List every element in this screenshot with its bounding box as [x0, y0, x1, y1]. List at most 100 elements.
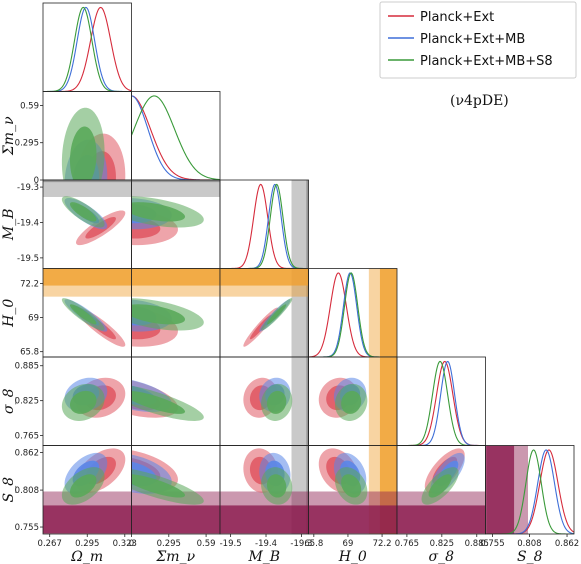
panel-s8-om — [61, 377, 126, 421]
marginal-S8-series-1 — [485, 449, 574, 534]
xtick-label-mnu: 0 — [129, 539, 134, 549]
band-mb-1sigma — [306, 445, 309, 534]
marginal-s8-series-0 — [397, 360, 486, 446]
xlabel-mnu: Σm_ν — [155, 549, 195, 564]
ytick-label-h0: 72.2 — [20, 279, 39, 289]
panel-h0-mb — [220, 268, 309, 357]
ytick-label-S8: 0.862 — [15, 448, 39, 458]
contour68-s8-mnu-series-2 — [131, 390, 185, 414]
marginal-s8-series-2 — [397, 360, 486, 446]
marginal-mb-series-2 — [220, 183, 309, 269]
panel-mb-om — [43, 180, 132, 246]
ylabel-mb: M_B — [1, 208, 17, 241]
xlabel-S8: S_8 — [517, 549, 543, 564]
legend-label-planck-ext: Planck+Ext — [420, 10, 494, 25]
panel-S8-h0 — [308, 445, 397, 534]
contour68-S8-s8-series-2 — [428, 474, 452, 498]
band-mb-1sigma — [43, 180, 132, 183]
contour68-h0-om-series-2 — [69, 304, 97, 325]
contour68-h0-mb-series-2 — [266, 304, 287, 325]
xtick-label-mb: -19.4 — [255, 539, 277, 549]
ytick-label-h0: 69 — [28, 314, 39, 324]
marginal-mb-series-1 — [220, 183, 309, 269]
marginal-mnu-series-2 — [131, 95, 220, 180]
panel-mb-mnu — [131, 180, 220, 246]
marginal-om-series-1 — [43, 6, 132, 92]
xtick-label-h0: 69 — [343, 539, 354, 549]
panel-h0-mnu — [131, 268, 220, 347]
band-h0-1sigma — [220, 268, 309, 286]
panel-S8-mnu — [131, 450, 220, 534]
ytick-label-S8: 0.755 — [15, 523, 39, 533]
contour68-S8-mb-series-2 — [266, 474, 287, 498]
panel-S8-s8 — [397, 448, 486, 534]
legend-label-planck-ext-mb-s8: Planck+Ext+MB+S8 — [420, 54, 553, 69]
ylabel-s8: σ_8 — [1, 388, 17, 414]
marginal-S8-series-0 — [485, 449, 574, 534]
ytick-label-s8: 0.885 — [15, 362, 39, 372]
panel-s8-h0 — [318, 357, 397, 446]
contour68-s8-mb-series-2 — [266, 390, 287, 414]
band-mb-1sigma — [306, 180, 309, 269]
contour68-S8-mnu-series-2 — [131, 474, 185, 498]
band-mb-1sigma — [306, 357, 309, 446]
xtick-label-S8: 0.808 — [517, 539, 541, 549]
contour68-h0-mnu-series-2 — [131, 304, 185, 325]
panel-s8-mnu — [131, 380, 204, 421]
band-S8-1sigma — [131, 505, 220, 534]
legend-box — [379, 1, 577, 79]
contour68-mb-om-series-2 — [69, 202, 97, 222]
xtick-label-om: 0.295 — [75, 539, 99, 549]
panel-S8-mb — [220, 445, 309, 534]
contour68-s8-om-series-2 — [69, 390, 97, 414]
xlabel-om: Ω_m — [70, 549, 103, 564]
ytick-label-mb: -19.5 — [17, 254, 39, 264]
ytick-label-s8: 0.825 — [15, 397, 39, 407]
marginal-mnu-series-1 — [131, 95, 220, 180]
ytick-label-s8: 0.765 — [15, 432, 39, 442]
ytick-label-mnu: 0 — [34, 176, 39, 186]
ytick-label-mnu: 0.295 — [15, 139, 39, 149]
ytick-label-h0: 65.8 — [20, 348, 39, 358]
xtick-label-s8: 0.885 — [465, 539, 489, 549]
band-h0-1sigma — [379, 357, 397, 446]
xlabel-mb: M_B — [247, 549, 280, 564]
band-S8-1sigma — [43, 505, 132, 534]
marginal-h0-series-0 — [308, 272, 397, 357]
model-annotation: (ν4pDE) — [450, 93, 509, 109]
contour68-S8-om-series-2 — [69, 474, 97, 498]
xtick-label-om: 0.267 — [38, 539, 62, 549]
panel-mnu-mnu — [131, 95, 220, 180]
band-mb-2sigma — [291, 268, 309, 357]
xtick-label-s8: 0.825 — [430, 539, 454, 549]
xtick-label-mb: -19.5 — [220, 539, 242, 549]
band-h0-1sigma — [379, 268, 397, 357]
panel-mnu-om — [61, 107, 126, 180]
marginal-om-series-2 — [43, 6, 132, 92]
marginal-s8-series-1 — [397, 360, 486, 446]
xtick-label-S8: 0.862 — [555, 539, 579, 549]
contour68-mnu-om-series-2 — [69, 126, 97, 180]
marginal-mnu-series-0 — [131, 95, 220, 180]
xtick-label-h0: 72.2 — [373, 539, 392, 549]
ylabel-S8: S_8 — [1, 477, 17, 503]
panel-S8-om — [43, 448, 132, 534]
xlabel-s8: σ_8 — [429, 549, 455, 564]
xtick-label-mnu: 0.295 — [157, 539, 181, 549]
ytick-label-mnu: 0.59 — [20, 101, 39, 111]
panel-mb-mb — [220, 180, 309, 269]
band-S8-1sigma — [397, 505, 486, 534]
xtick-label-mb: -19.3 — [290, 539, 312, 549]
ylabel-h0: H_0 — [1, 299, 17, 328]
band-S8-1sigma — [486, 445, 515, 534]
band-mb-2sigma — [291, 180, 309, 269]
xtick-label-h0: 65.8 — [304, 539, 323, 549]
panel-om-om — [43, 6, 132, 92]
ytick-label-S8: 0.808 — [15, 486, 39, 496]
panel-h0-h0 — [308, 268, 397, 357]
panel-s8-s8 — [397, 360, 486, 446]
band-mb-2sigma — [291, 357, 309, 446]
contour68-mb-mnu-series-2 — [131, 202, 185, 222]
